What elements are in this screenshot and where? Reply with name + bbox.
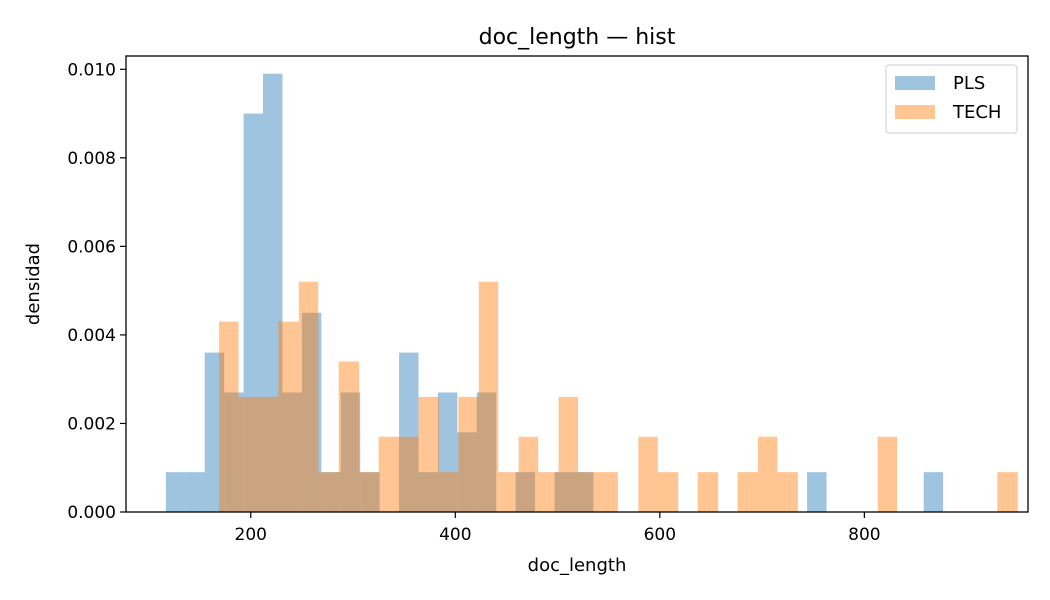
bar-pls-10 [360,472,380,512]
bar-pls-16 [515,472,536,512]
bar-tech-22 [697,472,719,512]
bar-tech-8 [378,436,400,512]
bar-pls-12 [418,472,438,512]
legend-label-pls: PLS [953,73,985,94]
bar-tech-13 [478,281,499,512]
bar-tech-12 [458,396,479,512]
bar-tech-10 [418,396,439,512]
legend-swatch-pls [895,76,935,90]
x-tick-label: 600 [644,525,676,545]
y-axis: 0.000 0.002 0.004 0.006 0.008 0.010 [67,60,126,523]
bar-pls-6 [282,392,302,512]
bar-pls-4 [243,113,264,513]
legend-swatch-tech [895,105,935,119]
x-axis: 200 400 600 800 [235,512,881,545]
bar-tech-0 [219,321,239,512]
bar-tech-5 [318,472,339,512]
bar-pls-5 [263,73,283,513]
bar-pls-1 [185,472,205,512]
y-tick-label: 0.000 [67,503,116,523]
bar-pls-7 [301,312,322,512]
bar-tech-25 [777,472,798,512]
bar-tech-3 [278,321,299,512]
bar-tech-18 [578,472,599,512]
bar-pls-9 [340,392,361,512]
bar-pls-3 [224,392,244,512]
bar-pls-8 [321,472,341,512]
bar-pls-13 [437,392,458,512]
bar-tech-7 [359,472,379,512]
bar-tech-16 [538,472,559,512]
bar-tech-17 [558,396,579,512]
bar-tech-14 [498,472,519,512]
bar-pls-18 [573,472,594,512]
bar-pls-20 [923,472,944,512]
bar-pls-11 [399,352,419,512]
x-tick-label: 400 [439,525,471,545]
y-tick-label: 0.010 [67,60,116,80]
bar-tech-27 [997,472,1018,512]
bar-pls-2 [204,352,225,512]
bar-tech-4 [298,281,319,512]
legend: PLS TECH [885,64,1018,134]
bar-tech-1 [238,396,259,512]
bar-tech-23 [737,472,759,512]
y-tick-label: 0.002 [67,414,116,434]
bar-pls-0 [165,472,186,512]
bar-tech-11 [438,472,459,512]
legend-label-tech: TECH [952,102,1001,123]
bar-tech-24 [758,436,778,512]
plot-frame [125,55,1029,513]
bar-tech-20 [638,436,658,512]
bar-tech-9 [399,436,419,512]
bar-tech-6 [338,361,360,512]
chart-title: doc_length — hist [479,25,676,50]
x-axis-label: doc_length [528,555,627,576]
legend-box [885,64,1018,134]
x-tick-label: 200 [235,525,267,545]
bars-layer [165,73,1018,513]
bar-pls-19 [807,472,827,512]
bar-pls-15 [476,392,497,512]
bar-tech-26 [877,436,898,512]
x-tick-label: 800 [848,525,880,545]
y-tick-label: 0.006 [67,237,116,257]
bar-tech-21 [657,472,679,512]
bar-pls-14 [457,432,477,512]
y-axis-label: densidad [23,243,44,325]
bar-tech-15 [518,436,539,512]
bar-tech-19 [598,472,618,512]
y-tick-label: 0.004 [67,326,116,346]
y-tick-label: 0.008 [67,149,116,169]
bar-tech-2 [258,396,279,512]
bar-pls-17 [554,472,574,512]
